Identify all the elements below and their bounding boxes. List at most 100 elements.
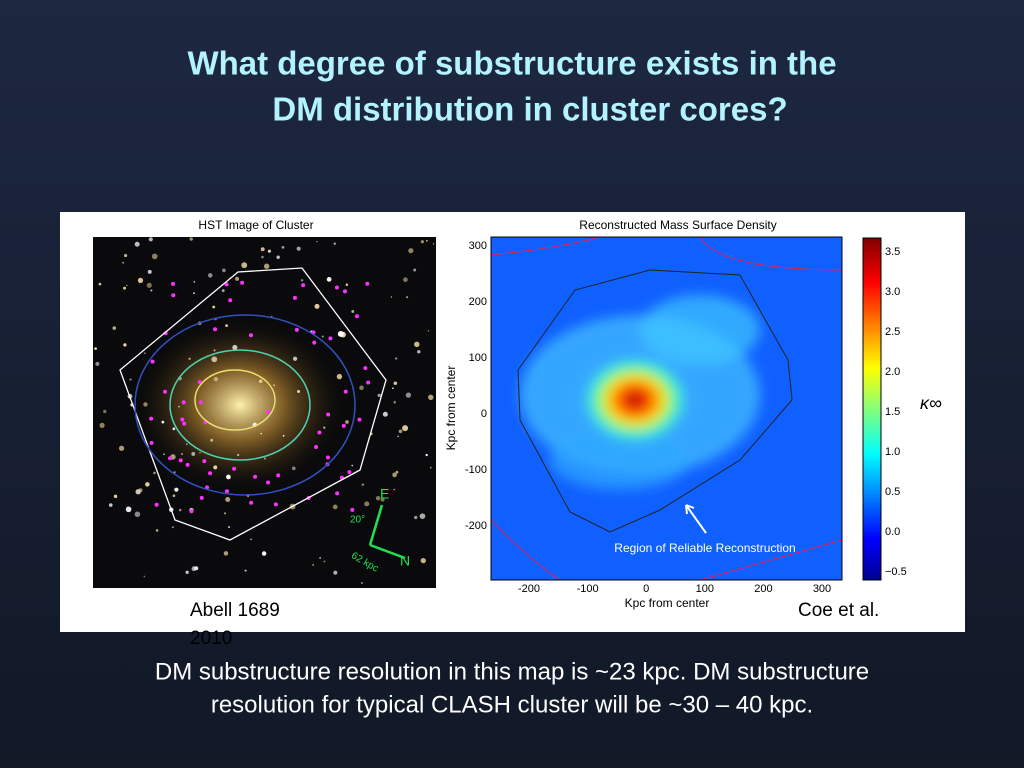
star — [163, 453, 165, 456]
lens-point — [225, 489, 230, 494]
star — [361, 483, 365, 486]
lens-point — [182, 421, 187, 426]
star — [185, 570, 189, 574]
star — [186, 443, 188, 445]
star — [420, 557, 426, 564]
star — [143, 352, 146, 355]
star — [213, 349, 216, 352]
star — [432, 243, 435, 245]
y-tick-label: -200 — [465, 520, 487, 532]
lens-point — [334, 285, 339, 290]
star — [413, 268, 417, 272]
x-tick-label: -200 — [518, 583, 540, 595]
star — [225, 496, 231, 502]
star — [364, 501, 370, 507]
star — [199, 451, 201, 454]
title-line: What degree of substructure exists in th… — [187, 45, 836, 82]
lens-point — [292, 295, 297, 300]
lens-point — [326, 412, 331, 417]
star — [181, 453, 183, 455]
star — [397, 435, 399, 438]
lens-point — [276, 473, 281, 478]
star — [122, 261, 125, 264]
star — [174, 487, 179, 492]
lens-point — [350, 507, 355, 512]
star — [398, 429, 403, 434]
star — [223, 551, 229, 556]
lens-point — [343, 389, 348, 394]
star — [312, 564, 314, 566]
star — [259, 397, 261, 399]
star — [150, 289, 153, 292]
lens-point — [178, 458, 183, 463]
star — [108, 503, 113, 507]
star — [148, 237, 153, 242]
annotation: Region of Reliable Reconstruction — [614, 541, 795, 555]
star — [314, 303, 320, 309]
lens-point — [185, 462, 190, 467]
star — [395, 470, 399, 474]
star — [178, 508, 182, 512]
lens-point — [208, 471, 213, 476]
star — [419, 513, 426, 519]
x-tick-label: 0 — [643, 583, 649, 595]
star — [191, 452, 196, 456]
star — [232, 344, 238, 350]
x-tick-label: -100 — [577, 583, 599, 595]
lens-point — [266, 480, 271, 485]
lens-point — [301, 283, 306, 288]
lens-point — [342, 289, 347, 294]
lens-point — [363, 366, 368, 371]
star — [393, 401, 396, 404]
star — [129, 378, 132, 381]
lens-point — [198, 400, 203, 405]
star — [137, 277, 144, 284]
star — [402, 425, 409, 432]
star — [427, 330, 430, 332]
star — [95, 361, 100, 366]
star — [361, 582, 363, 584]
star — [235, 276, 240, 281]
star — [134, 241, 140, 247]
star — [123, 286, 127, 290]
lens-point — [325, 455, 330, 460]
star — [429, 466, 432, 469]
star — [188, 357, 191, 360]
star — [143, 402, 148, 407]
caption: Abell 1689 — [190, 600, 280, 621]
lens-point — [366, 380, 371, 385]
hst-image: E N 20° 62 kpc — [93, 237, 436, 588]
star — [99, 422, 105, 428]
star — [222, 268, 226, 273]
star — [420, 240, 424, 244]
star — [425, 453, 428, 457]
star — [292, 466, 296, 471]
star — [228, 526, 231, 529]
star — [155, 529, 159, 532]
lens-point — [213, 327, 218, 332]
star — [336, 373, 343, 380]
star — [178, 405, 180, 408]
caption: 2010 — [190, 628, 232, 649]
lens-point — [154, 502, 159, 507]
star — [326, 277, 332, 282]
lens-point — [197, 380, 202, 385]
mass-map: Region of Reliable Reconstruction — [490, 236, 843, 581]
footer-line: resolution for typical CLASH cluster wil… — [211, 691, 813, 718]
star — [393, 488, 395, 491]
lens-point — [149, 416, 154, 421]
star — [173, 471, 176, 474]
star — [273, 384, 275, 387]
star — [143, 575, 146, 578]
lens-point — [181, 400, 186, 405]
star — [118, 445, 125, 451]
star — [297, 390, 301, 394]
star — [221, 289, 225, 293]
compass-label: 20° — [350, 515, 365, 526]
star — [282, 434, 285, 437]
lens-point — [266, 409, 271, 414]
x-tick-label: 300 — [813, 583, 831, 595]
star — [103, 409, 107, 414]
star — [426, 239, 428, 242]
